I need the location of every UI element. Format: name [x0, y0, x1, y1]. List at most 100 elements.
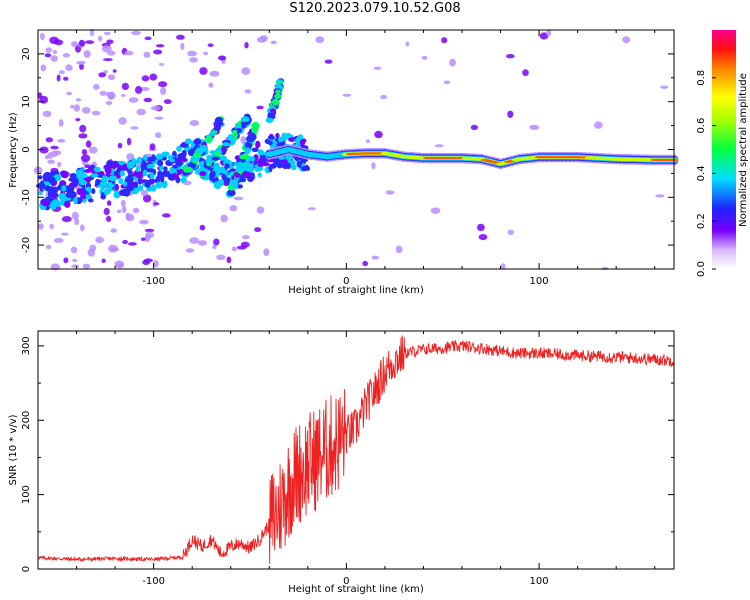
- spectrogram-speckle: [72, 258, 78, 263]
- spectrogram-speckle: [121, 82, 129, 91]
- spectrogram-ridge-point: [151, 154, 156, 162]
- spectrogram-speckle: [112, 69, 117, 73]
- spectrogram-speckle: [44, 53, 52, 58]
- spectrogram-ridge-point: [144, 179, 151, 188]
- spectrogram-speckle: [144, 228, 155, 233]
- spectrogram-ridge-point: [65, 192, 74, 198]
- spectrogram-ridge-point: [161, 181, 167, 189]
- spectrogram-speckle: [270, 40, 277, 45]
- spectrogram-ridge-point: [69, 173, 77, 179]
- spectrogram-speckle: [65, 64, 73, 71]
- spectrogram-ridge-point: [50, 186, 59, 193]
- spectrogram-ridge-point: [78, 179, 87, 186]
- spectrogram-speckle: [149, 143, 156, 151]
- spectrogram-speckle: [187, 50, 198, 57]
- spectrogram-speckle: [108, 244, 118, 253]
- spectrogram-speckle: [594, 121, 603, 129]
- spectrogram-ridge-point: [81, 184, 86, 190]
- spectrogram-ridge-point: [273, 158, 282, 167]
- spectrogram-ridge-point: [114, 183, 119, 191]
- spectrogram-branch-point: [185, 166, 193, 173]
- spectrogram-speckle: [135, 85, 143, 94]
- spectrogram-ridge-point: [145, 168, 155, 173]
- spectrogram-speckle: [159, 62, 164, 66]
- spectrogram-ridge-point: [224, 163, 230, 169]
- spectrogram-branch-point: [199, 171, 207, 177]
- spectrogram-branch-point: [222, 142, 230, 147]
- spectrogram-speckle: [156, 44, 165, 48]
- spectrogram-speckle: [73, 104, 81, 112]
- colorbar-tick-label: 0.6: [696, 118, 707, 134]
- spectrogram-speckle: [141, 237, 146, 241]
- spectrogram-speckle: [141, 75, 150, 82]
- spectrogram-speckle: [49, 223, 54, 230]
- spectrogram-speckle: [50, 145, 59, 150]
- spectrogram-ridge-point: [101, 176, 109, 181]
- spectrogram-ridge-point: [108, 175, 118, 182]
- spectrogram-speckle: [50, 55, 58, 62]
- spectrogram-speckle: [63, 76, 69, 81]
- spectrogram-ridge-point: [60, 170, 69, 179]
- colorbar-tick-label: 0.2: [696, 213, 707, 229]
- spectrogram-ridge-point: [251, 147, 259, 153]
- spectrogram-ridge-point: [96, 172, 103, 178]
- spectrogram-speckle: [106, 39, 114, 45]
- spectrogram-speckle: [125, 212, 131, 221]
- spectrogram-ridge-point: [84, 169, 92, 173]
- spectrogram-speckle: [153, 260, 159, 268]
- spectrogram-ridge-point: [106, 160, 111, 168]
- spectrogram-speckle: [231, 246, 238, 252]
- spectrogram-ridge-point: [239, 177, 246, 183]
- spectrogram-speckle: [84, 164, 90, 169]
- spectrogram-ridge-point: [38, 190, 43, 196]
- snr-frame: [37, 330, 675, 570]
- spectrogram-ridge-point: [123, 181, 128, 187]
- spectrogram-speckle: [213, 238, 220, 246]
- spectrogram-speckle: [185, 248, 195, 253]
- spectrogram-x-tick-label: -100: [142, 276, 165, 287]
- spectrogram-speckle: [374, 130, 383, 139]
- spectrogram-ridge-point: [155, 153, 164, 160]
- spectrogram-ridge-point: [147, 163, 156, 169]
- spectrogram-ridge-point: [126, 175, 134, 184]
- spectrogram-speckle: [434, 144, 444, 148]
- spectrogram-speckle: [115, 263, 124, 269]
- spectrogram-ridge-point: [64, 200, 71, 208]
- spectrogram-speckle: [117, 142, 123, 149]
- spectrogram-speckle: [78, 133, 88, 139]
- spectrogram-branch-point: [244, 147, 251, 155]
- spectrogram-ridge-point: [80, 193, 87, 200]
- spectrogram-branch-point: [231, 181, 239, 189]
- spectrogram-x-tick-label: 100: [530, 276, 549, 287]
- spectrogram-speckle: [70, 104, 75, 109]
- spectrogram-ridge-point: [59, 192, 67, 198]
- spectrogram-speckle: [197, 240, 208, 246]
- spectrogram-speckle: [85, 140, 92, 148]
- spectrogram-ridge-point: [118, 177, 124, 185]
- spectrogram-branch-point: [240, 116, 250, 123]
- spectrogram-ridge-point: [76, 188, 84, 196]
- spectrogram-ridge-point: [134, 170, 143, 179]
- spectrogram-ridge-point: [176, 145, 182, 152]
- spectrogram-speckle: [105, 101, 113, 105]
- spectrogram-speckle: [74, 218, 80, 226]
- spectrogram-speckle: [98, 35, 103, 42]
- spectrogram-ridge-point: [290, 164, 297, 171]
- spectrogram-speckle: [506, 54, 515, 59]
- colorbar-tick-label: 0.8: [696, 70, 707, 86]
- spectrogram-speckle: [81, 106, 91, 114]
- spectrogram-branch-point: [245, 135, 255, 143]
- spectrogram-speckle: [189, 57, 198, 63]
- spectrogram-ridge-point: [193, 138, 202, 145]
- spectrogram-ridge-point: [52, 192, 59, 198]
- spectrogram-branch-point: [235, 166, 244, 172]
- spectrogram-ridge-point: [53, 201, 62, 207]
- spectrogram-speckle: [87, 248, 96, 257]
- spectrogram-speckle: [66, 91, 73, 96]
- spectrogram-speckle: [371, 162, 376, 170]
- spectrogram-ridge-point: [157, 159, 164, 167]
- spectrogram-speckle: [622, 36, 631, 44]
- spectrogram-ridge-point: [104, 167, 112, 175]
- spectrogram-speckle: [362, 260, 369, 267]
